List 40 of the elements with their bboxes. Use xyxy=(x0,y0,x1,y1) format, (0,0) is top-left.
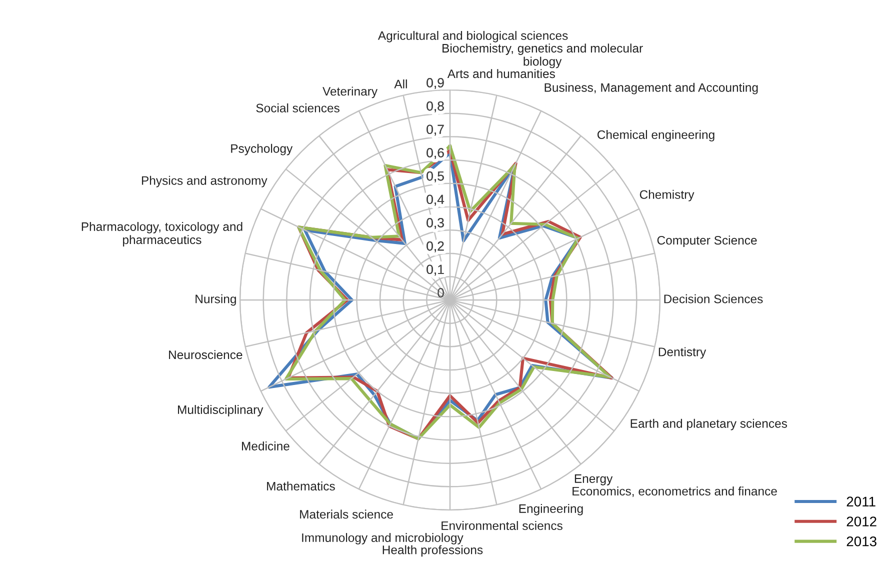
spoke-label: Physics and astronomy xyxy=(142,176,268,188)
legend-label: 2011 xyxy=(846,496,876,507)
y-tick-label: 0,2 xyxy=(426,241,444,252)
spoke-label: Medicine xyxy=(242,441,290,450)
legend-label: 2012 xyxy=(846,516,876,526)
spoke-label: Immunology and microbiology xyxy=(302,533,464,544)
spoke-label: Health professions xyxy=(382,545,483,557)
spoke-label: Arts and humanities xyxy=(447,69,555,78)
spoke-label: Psychology xyxy=(231,144,293,156)
legend-label: 2013 xyxy=(846,536,876,546)
spoke-label: Energy xyxy=(574,474,613,486)
spoke-label: Veterinary xyxy=(322,86,378,98)
y-tick-label: 0,7 xyxy=(426,124,444,136)
spoke-label: Earth and planetary sciences xyxy=(630,418,788,430)
spoke-label: Multidisciplinary xyxy=(178,405,264,416)
y-tick-label: 0,5 xyxy=(426,171,444,182)
y-tick-label: 0,1 xyxy=(426,264,444,276)
spoke-label: All xyxy=(394,79,407,88)
y-tick-label: 0,9 xyxy=(426,78,444,89)
y-tick-label: 0,8 xyxy=(426,101,444,112)
spoke-label: Mathematics xyxy=(267,482,335,491)
spoke-label: Materials science xyxy=(300,510,393,519)
y-tick-label: 0 xyxy=(438,288,444,298)
spoke-label: Engineering xyxy=(519,504,583,516)
spoke-label: Pharmacology, toxicology and pharmaceutics xyxy=(82,222,242,247)
y-tick-label: 0,3 xyxy=(426,218,444,229)
spoke-label: Neuroscience xyxy=(169,350,242,360)
spoke-label: Business, Management and Accounting xyxy=(544,82,758,94)
spoke-label: Economics, econometrics and finance xyxy=(572,486,777,497)
spoke-label: Chemistry xyxy=(640,190,694,202)
spoke-label: Biochemistry, genetics and molecular biology xyxy=(442,44,643,68)
spoke-label: Agricultural and biological sciences xyxy=(378,30,568,42)
spoke-label: Dentistry xyxy=(658,347,706,359)
spoke-label: Social sciences xyxy=(256,103,340,112)
spoke-label: Environmental sciencs xyxy=(442,521,562,530)
spoke-label: Decision Sciences xyxy=(664,294,763,304)
spoke-label: Nursing xyxy=(196,294,236,306)
spoke-label: Computer Science xyxy=(657,236,757,248)
spoke-label: Chemical engineering xyxy=(597,130,714,142)
y-tick-label: 0,4 xyxy=(426,194,444,206)
